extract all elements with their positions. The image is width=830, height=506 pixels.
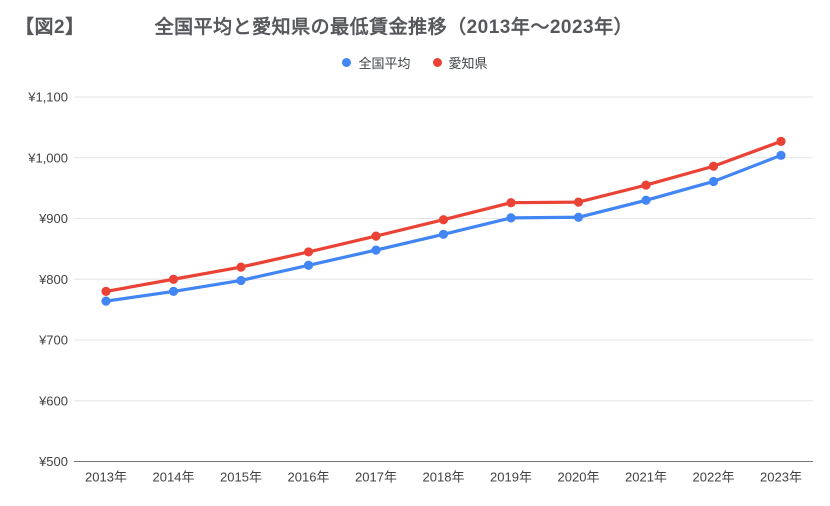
data-point-aichi[interactable]	[438, 215, 449, 225]
x-axis-tick-label: 2013年	[85, 470, 127, 485]
y-axis-tick-label: ¥1,000	[27, 150, 68, 165]
x-axis-tick-label: 2020年	[558, 470, 600, 485]
chart-title: 全国平均と愛知県の最低賃金推移（2013年～2023年）	[154, 17, 634, 38]
x-axis-tick-label: 2019年	[490, 470, 532, 485]
data-point-national-average[interactable]	[776, 150, 786, 160]
data-point-aichi[interactable]	[506, 198, 516, 208]
data-point-national-average[interactable]	[168, 286, 179, 296]
data-point-aichi[interactable]	[236, 262, 246, 272]
data-point-aichi[interactable]	[303, 247, 314, 257]
chart-legend: 全国平均 愛知県	[0, 53, 830, 72]
data-point-national-average[interactable]	[708, 176, 719, 187]
data-point-national-average[interactable]	[438, 229, 449, 239]
data-point-national-average[interactable]	[303, 260, 314, 270]
x-axis-tick-label: 2014年	[153, 470, 195, 485]
y-axis-tick-label: ¥700	[38, 333, 68, 348]
legend-label: 全国平均	[358, 56, 411, 71]
data-point-aichi[interactable]	[776, 136, 786, 146]
data-point-aichi[interactable]	[573, 197, 584, 207]
legend-label: 愛知県	[448, 56, 488, 71]
x-axis-tick-label: 2016年	[288, 470, 330, 485]
x-axis-tick-label: 2018年	[423, 470, 465, 485]
x-axis-tick-label: 2022年	[693, 470, 735, 485]
data-point-national-average[interactable]	[236, 275, 246, 286]
y-axis-tick-label: ¥600	[38, 393, 68, 408]
legend-item-aichi[interactable]: 愛知県	[432, 53, 488, 72]
chart-header: 【図2】 全国平均と愛知県の最低賃金推移（2013年～2023年）	[15, 12, 633, 39]
x-axis-tick-label: 2015年	[220, 470, 262, 485]
figure-label: 【図2】	[15, 17, 85, 38]
data-point-national-average[interactable]	[101, 296, 111, 306]
x-axis-tick-label: 2021年	[625, 470, 667, 485]
data-point-aichi[interactable]	[641, 180, 651, 190]
y-axis-tick-label: ¥500	[38, 454, 68, 469]
legend-item-national-average[interactable]: 全国平均	[342, 53, 411, 72]
x-axis-tick-label: 2017年	[355, 470, 397, 485]
y-axis-tick-label: ¥900	[38, 211, 68, 226]
y-axis-tick-label: ¥800	[38, 272, 68, 287]
x-axis-tick-label: 2023年	[760, 470, 802, 485]
data-point-aichi[interactable]	[101, 286, 111, 296]
data-point-national-average[interactable]	[641, 195, 651, 205]
data-point-aichi[interactable]	[168, 274, 179, 284]
data-point-national-average[interactable]	[573, 212, 584, 222]
data-point-aichi[interactable]	[708, 161, 719, 171]
legend-dot-national-average-icon	[342, 58, 352, 67]
data-point-national-average[interactable]	[506, 213, 516, 223]
legend-dot-aichi-icon	[432, 58, 442, 67]
y-axis-tick-label: ¥1,100	[27, 90, 68, 105]
data-point-aichi[interactable]	[371, 231, 381, 241]
data-point-national-average[interactable]	[371, 245, 381, 255]
